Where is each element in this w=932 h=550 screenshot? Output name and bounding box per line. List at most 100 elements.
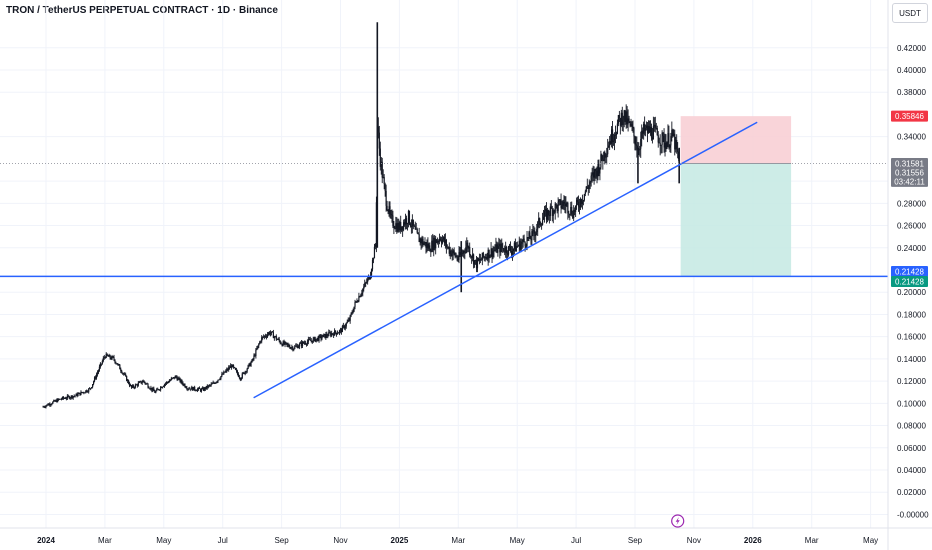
candle-body [430, 251, 432, 253]
candle-body [53, 400, 55, 402]
candle-body [629, 121, 631, 126]
candle-body [93, 377, 96, 382]
candle-body [130, 385, 133, 388]
candle-body [241, 373, 243, 378]
candle-body [229, 367, 231, 369]
candle-body [507, 246, 510, 255]
candle-body [444, 239, 447, 244]
candle-body [240, 377, 242, 380]
candle-body [619, 118, 621, 126]
candle-body [382, 176, 384, 178]
candle-body [156, 389, 158, 392]
candle-body [111, 356, 113, 360]
candle-body [64, 398, 67, 400]
candle-body [600, 154, 602, 168]
candle-body [249, 363, 251, 366]
candle-body [537, 222, 539, 230]
candle-body [543, 210, 546, 217]
currency-button[interactable]: USDT [892, 3, 928, 23]
candle-body [497, 246, 499, 253]
y-tick-label: 0.40000 [897, 66, 926, 75]
candle-body [331, 333, 333, 336]
candle-body [388, 206, 390, 213]
candle-body [422, 238, 424, 245]
candle-body [634, 136, 636, 145]
candle-body [319, 335, 321, 337]
candle-body [579, 199, 582, 208]
candle-body [655, 127, 657, 129]
candle-body [506, 246, 508, 254]
candle-body [533, 230, 535, 234]
candle-body [100, 363, 102, 365]
candle-body [660, 144, 662, 146]
candle-body [85, 390, 87, 393]
candle-body [508, 246, 511, 247]
candle-body [236, 370, 239, 374]
candle-body [337, 332, 340, 334]
candle-body [616, 123, 619, 134]
candle-body [485, 256, 487, 259]
candle-body [234, 367, 237, 370]
candle-body [96, 372, 99, 375]
candle-body [269, 332, 272, 335]
candle-body [313, 337, 315, 339]
candle-body [345, 323, 347, 327]
candle-body [627, 118, 629, 125]
candle-body [51, 403, 53, 405]
candle-body [286, 342, 288, 345]
candle-body [50, 404, 52, 406]
y-tick-label: 0.08000 [897, 422, 926, 431]
candle-body [101, 361, 103, 364]
candle-body [403, 222, 405, 230]
candle-body [536, 229, 538, 233]
candle-body [431, 240, 433, 252]
candle-body [443, 237, 446, 244]
candle-body [670, 136, 672, 146]
candle-body [640, 139, 642, 149]
candle-body [427, 243, 429, 249]
candle-body [403, 222, 406, 225]
candle-body [489, 255, 491, 258]
candle-body [404, 218, 407, 225]
candle-body [146, 383, 148, 385]
candle-body [283, 341, 285, 345]
candle-body [109, 355, 111, 359]
candle-body [547, 210, 550, 216]
candle-body [368, 276, 371, 280]
candle-body [193, 386, 195, 391]
candle-body [47, 404, 49, 406]
candle-body [75, 393, 77, 396]
candle-body [641, 130, 643, 140]
candle-body [318, 335, 320, 341]
candle-body [311, 340, 313, 343]
candle-body [635, 144, 637, 146]
candle-body [173, 377, 175, 379]
candle-body [671, 129, 673, 137]
candle-body [595, 169, 597, 171]
candle-body [424, 242, 426, 244]
candle-body [61, 396, 64, 400]
candle-body [638, 149, 640, 151]
candle-body [462, 251, 464, 254]
candle-body [117, 364, 119, 365]
candle-body [408, 210, 411, 224]
candle-body [56, 400, 58, 403]
candle-body [569, 213, 571, 215]
candle-body [310, 340, 312, 342]
candle-body [242, 372, 244, 374]
candle-body [205, 385, 207, 390]
candle-body [315, 339, 317, 342]
candle-body [563, 201, 565, 204]
candle-body [546, 210, 549, 220]
candle-body [604, 151, 606, 158]
candle-body [451, 253, 453, 257]
candle-body [464, 252, 466, 254]
candle-body [480, 259, 482, 261]
candle-body [545, 209, 548, 220]
x-tick-label: Jul [218, 536, 228, 545]
candle-body [135, 384, 137, 386]
candle-body [361, 292, 363, 295]
candle-body [397, 222, 399, 232]
candle-body [375, 202, 377, 245]
